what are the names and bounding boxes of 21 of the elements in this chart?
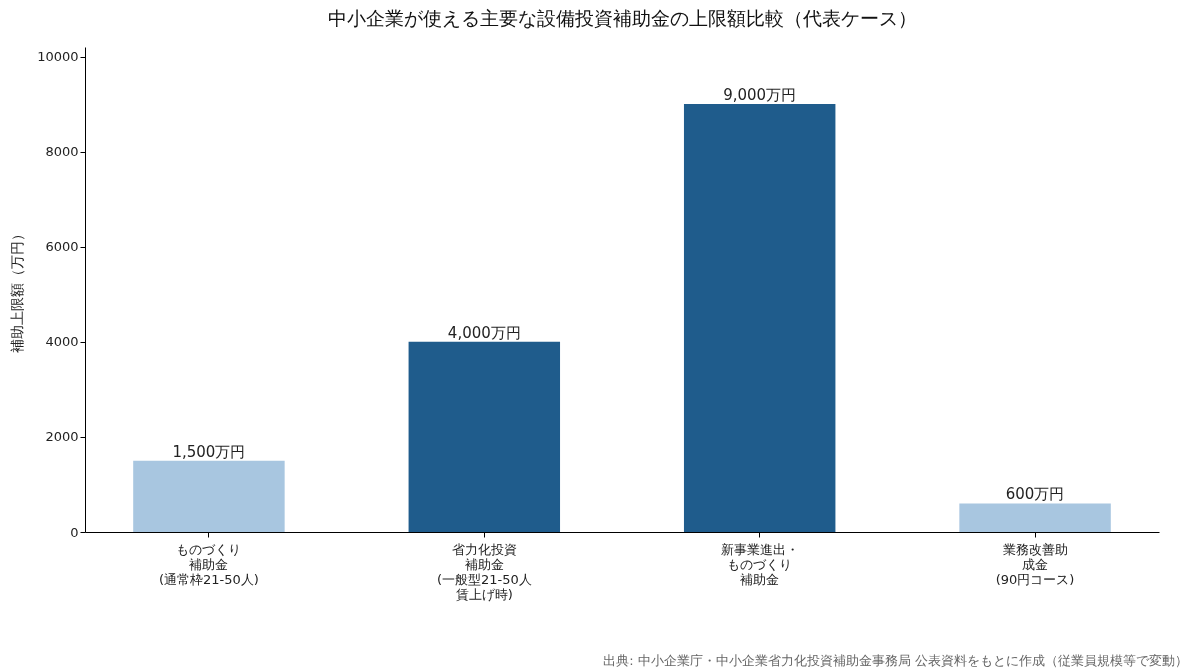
data-label: 1,500万円	[172, 442, 246, 461]
y-tick-label: 4000	[45, 334, 79, 350]
y-tick-label: 10000	[37, 49, 79, 65]
bar	[408, 341, 561, 532]
data-label: 9,000万円	[723, 86, 797, 105]
data-label: 4,000万円	[447, 323, 521, 342]
bar	[959, 503, 1111, 532]
bar	[683, 104, 836, 532]
data-label: 600万円	[1005, 485, 1065, 504]
source-note: 出典: 中小企業庁・中小企業省力化投資補助金事務局 公表資料をもとに作成（従業員規模等で変動）	[603, 652, 1188, 670]
y-axis-title: 補助上限額（万円）	[9, 227, 26, 353]
x-tick-label: 新事業進出・ものづくり補助金	[720, 541, 799, 587]
y-tick-label: 0	[70, 524, 79, 540]
x-tick-label: 業務改善助成金(90円コース)	[995, 541, 1075, 587]
x-tick-label: ものづくり補助金(通常枠21-50人)	[158, 541, 259, 587]
y-tick-label: 2000	[45, 429, 79, 445]
y-tick-label: 6000	[45, 239, 79, 255]
bar	[133, 460, 285, 532]
chart-title: 中小企業が使える主要な設備投資補助金の上限額比較（代表ケース）	[327, 7, 917, 29]
x-tick-label: 省力化投資補助金(一般型21-50人賃上げ時)	[436, 541, 532, 602]
y-tick-label: 8000	[45, 144, 79, 160]
